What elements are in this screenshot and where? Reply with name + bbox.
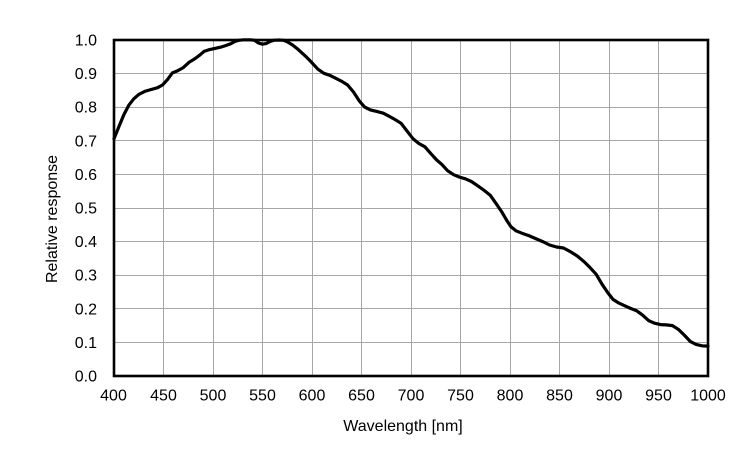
svg-text:Relative response: Relative response <box>44 155 61 283</box>
svg-text:1000: 1000 <box>690 388 726 405</box>
svg-text:700: 700 <box>398 388 425 405</box>
svg-text:0.6: 0.6 <box>75 167 97 184</box>
svg-text:0.2: 0.2 <box>75 301 97 318</box>
svg-text:550: 550 <box>249 388 276 405</box>
svg-text:750: 750 <box>447 388 474 405</box>
svg-text:800: 800 <box>497 388 524 405</box>
svg-text:850: 850 <box>546 388 573 405</box>
svg-text:650: 650 <box>348 388 375 405</box>
svg-text:0.5: 0.5 <box>75 201 97 218</box>
svg-text:0.0: 0.0 <box>75 369 97 386</box>
svg-text:0.4: 0.4 <box>75 234 97 251</box>
svg-text:0.1: 0.1 <box>75 335 97 352</box>
svg-text:0.9: 0.9 <box>75 66 97 83</box>
svg-text:1.0: 1.0 <box>75 33 97 50</box>
svg-text:500: 500 <box>200 388 227 405</box>
svg-text:0.7: 0.7 <box>75 133 97 150</box>
svg-text:0.3: 0.3 <box>75 268 97 285</box>
svg-text:900: 900 <box>596 388 623 405</box>
svg-text:950: 950 <box>645 388 672 405</box>
svg-text:600: 600 <box>299 388 326 405</box>
svg-text:Wavelength [nm]: Wavelength [nm] <box>343 418 462 435</box>
svg-text:450: 450 <box>150 388 177 405</box>
svg-text:0.8: 0.8 <box>75 100 97 117</box>
svg-text:400: 400 <box>100 388 127 405</box>
